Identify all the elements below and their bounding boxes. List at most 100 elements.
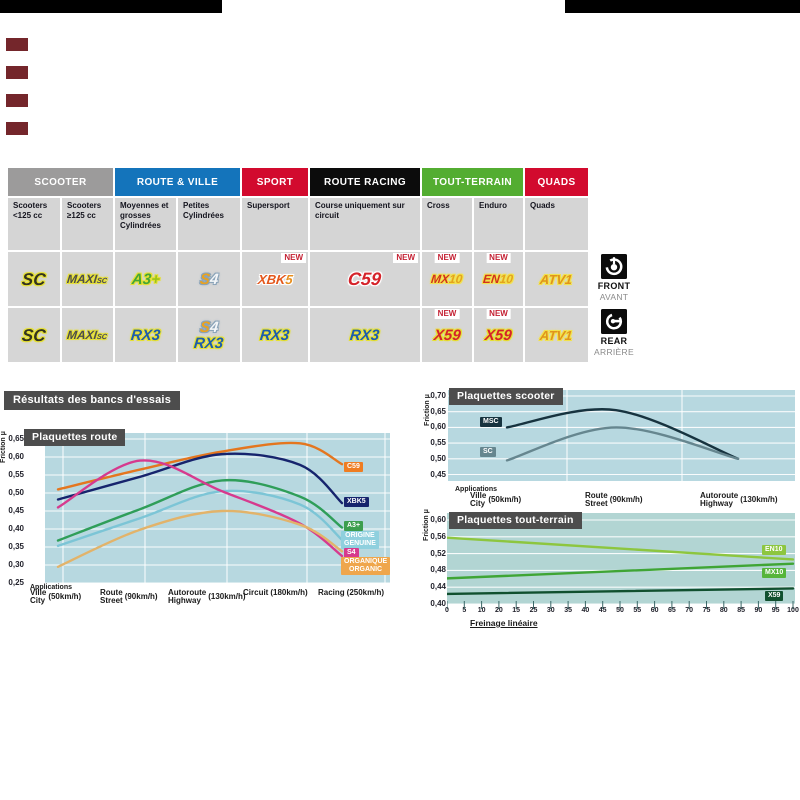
product-logo-part: ATV1 xyxy=(539,271,574,287)
product-logo-atv1: ATV1 xyxy=(539,271,574,287)
legend-mx10: MX10 xyxy=(762,568,787,579)
x-category-speed: (130km/h) xyxy=(208,592,246,602)
y-tick-scooter: 0,45 xyxy=(430,469,446,479)
x-tick-terrain: 95 xyxy=(771,607,780,614)
category-header-scooter: SCOOTER xyxy=(8,168,113,196)
product-logo-part: MX xyxy=(430,272,451,286)
product-logo-part: 10 xyxy=(499,272,515,286)
category-header-sport: SPORT xyxy=(242,168,308,196)
product-logo-sc: SC xyxy=(21,326,47,345)
front-label-en: FRONT xyxy=(597,281,631,291)
cell-front-supersport: NEW XBK5 xyxy=(242,252,308,306)
product-logo-part: X59 xyxy=(432,326,462,344)
x-tick-terrain: 75 xyxy=(702,607,711,614)
cell-front-scooters-125-cc: MAXISC xyxy=(62,252,113,306)
x-category-names: Ville City xyxy=(30,588,47,606)
product-logo-maxisc: MAXISC xyxy=(66,272,109,286)
x-tick-terrain: 25 xyxy=(529,607,538,614)
x-tick-terrain: 85 xyxy=(737,607,745,614)
y-tick-terrain: 0,48 xyxy=(430,565,446,575)
product-logo-rx3: RX3 xyxy=(260,327,291,344)
y-tick-route: 0,55 xyxy=(8,470,24,479)
chart-title-route: Plaquettes route xyxy=(24,429,126,446)
x-category-scooter-ville: Ville City (50km/h) xyxy=(470,491,522,509)
y-tick-route: 0,65 xyxy=(8,434,24,443)
series-line-c59 xyxy=(56,441,344,491)
y-tick-route: 0,30 xyxy=(8,560,24,569)
product-logo-part: SC xyxy=(96,276,108,285)
category-header-quads: QUADS xyxy=(525,168,588,196)
cell-front-scooters-125-cc: SC xyxy=(8,252,60,306)
x-tick-terrain: 90 xyxy=(754,607,763,614)
x-caption-scooter: Applications xyxy=(455,486,498,493)
product-logo-atv1: ATV1 xyxy=(540,328,574,343)
x-tick-terrain: 5 xyxy=(462,607,467,614)
product-logo-part: RX3 xyxy=(130,326,161,344)
series-line-a3 xyxy=(56,478,344,542)
y-tick-terrain: 0,52 xyxy=(430,548,446,558)
side-marker xyxy=(6,66,28,79)
y-tick-terrain: 0,56 xyxy=(430,531,446,541)
cell-front-quads: ATV1 xyxy=(525,252,588,306)
product-logo-rx3: RX3 xyxy=(130,326,161,344)
x-category-scooter-route: Route Street (90km/h) xyxy=(585,491,643,509)
y-tick-scooter: 0,50 xyxy=(430,453,446,463)
x-category-speed: (50km/h) xyxy=(48,592,82,602)
category-header-route-racing: ROUTE RACING xyxy=(310,168,420,196)
product-logo-en10: EN10 xyxy=(483,272,515,286)
product-logo-s4: S4 xyxy=(199,270,220,288)
legend-c59: C59 xyxy=(344,462,363,473)
new-badge: NEW xyxy=(434,253,460,263)
cell-rear-petites-cylindr-es: S4 RX3 xyxy=(178,308,240,362)
y-tick-route: 0,25 xyxy=(8,578,24,587)
product-logo-part: MAXI xyxy=(66,272,99,286)
y-tick-scooter: 0,55 xyxy=(430,438,446,448)
legend-a3: A3+ xyxy=(344,521,364,532)
subheader-petites-cylindr-es: Petites Cylindrées xyxy=(178,198,240,250)
x-tick-terrain: 15 xyxy=(512,607,521,614)
x-category-speed: (50km/h) xyxy=(488,495,522,505)
cell-rear-moyennes-et-grosses-cylindr-es: RX3 xyxy=(115,308,176,362)
product-logo-s4: S4 xyxy=(199,318,220,336)
plot-route xyxy=(45,433,390,583)
subheader-supersport: Supersport xyxy=(242,198,308,250)
cell-front-petites-cylindr-es: S4 xyxy=(178,252,240,306)
x-tick-terrain: 20 xyxy=(494,607,503,614)
product-logo-part: SC xyxy=(21,269,47,289)
legend-x59: X59 xyxy=(765,591,784,602)
side-marker xyxy=(6,94,28,107)
y-tick-terrain: 0,60 xyxy=(430,515,446,524)
x-category-names: Route Street xyxy=(585,491,608,509)
product-logo-a3: A3+ xyxy=(131,271,161,288)
x-category-speed: (90km/h) xyxy=(124,592,158,602)
series-line-sc xyxy=(505,426,740,462)
rear-label-en: REAR xyxy=(600,336,628,346)
legend-organique-organic: ORGANIQUE ORGANIC xyxy=(341,557,391,576)
y-tick-scooter: 0,60 xyxy=(430,422,446,432)
subheader-moyennes-et-grosses-cylindr-es: Moyennes et grosses Cylindrées xyxy=(115,198,176,250)
product-logo-sc: SC xyxy=(21,269,47,289)
product-logo-mx10: MX10 xyxy=(430,272,464,286)
series-line-x59 xyxy=(447,587,795,596)
product-logo-x59: X59 xyxy=(432,326,462,344)
x-category-route-circuit: Circuit (180km/h) xyxy=(243,588,308,597)
x-category-names: Autoroute Highway xyxy=(700,491,739,509)
series-line-en10 xyxy=(447,536,795,561)
x-category-names: Ville City xyxy=(470,491,487,509)
product-logo-maxisc: MAXISC xyxy=(67,328,109,342)
top-bar-right xyxy=(565,0,800,13)
subheader-cross: Cross xyxy=(422,198,472,250)
legend-s4: S4 xyxy=(344,548,359,559)
x-category-scooter-autoroute: Autoroute Highway (130km/h) xyxy=(700,491,778,509)
x-category-route-route: Route Street (90km/h) xyxy=(100,588,158,606)
series-line-organique-organic xyxy=(56,509,344,568)
subheader-course-uniquement-sur-circuit: Course uniquement sur circuit xyxy=(310,198,420,250)
product-logo-part: 4 xyxy=(208,270,220,288)
legend-msc: MSC xyxy=(480,417,502,428)
cell-front-moyennes-et-grosses-cylindr-es: A3+ xyxy=(115,252,176,306)
cell-front-cross: NEW MX10 xyxy=(422,252,472,306)
results-section-title: Résultats des bancs d'essais xyxy=(4,391,181,410)
x-category-speed: (180km/h) xyxy=(270,588,308,597)
top-bar-left xyxy=(0,0,222,13)
product-logo-part: 4 xyxy=(208,318,220,336)
